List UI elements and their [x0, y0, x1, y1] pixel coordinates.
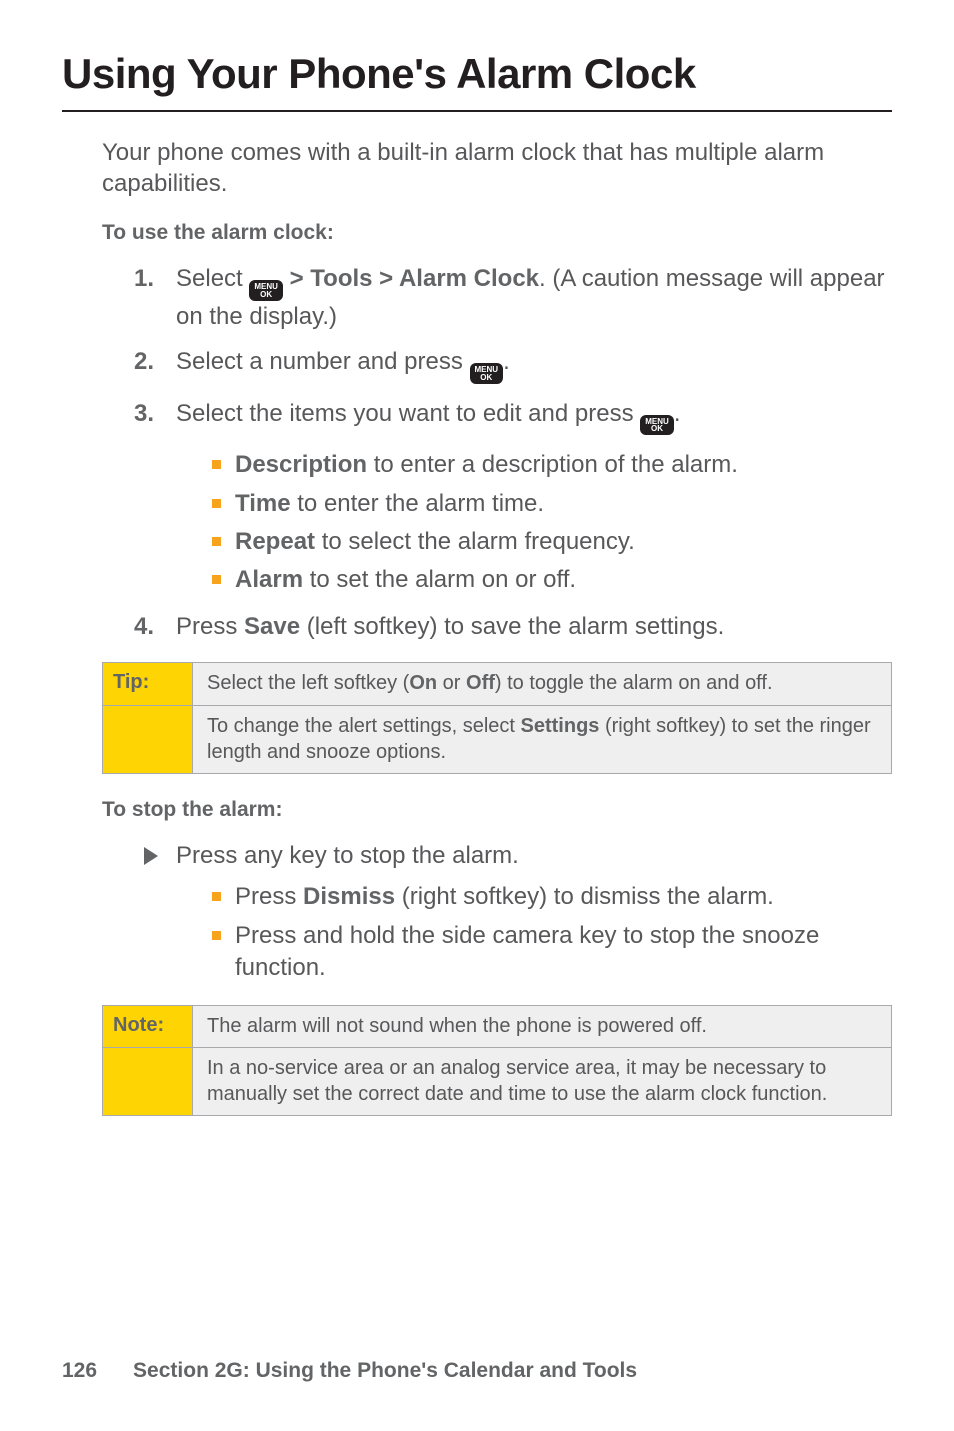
bullet-text: to select the alarm frequency. [315, 528, 635, 555]
list-item: Alarm to set the alarm on or off. [212, 564, 892, 596]
tip-callout: Tip: Select the left softkey (On or Off)… [102, 662, 892, 774]
note-text-1: The alarm will not sound when the phone … [193, 1006, 891, 1048]
step-number: 4. [134, 611, 176, 643]
stop-bullets: Press Dismiss (right softkey) to dismiss… [212, 881, 892, 984]
bullet-icon [212, 892, 221, 901]
tip-label: Tip: [103, 663, 193, 705]
tip-label-spacer [103, 706, 193, 773]
bullet-icon [212, 537, 221, 546]
note-label: Note: [103, 1006, 193, 1048]
step-tail: . [503, 348, 510, 375]
step-number: 3. [134, 398, 176, 435]
step-text: Select the items you want to edit and pr… [176, 400, 640, 427]
step-body: Select a number and press MENUOK. [176, 346, 892, 383]
tip-text-1: Select the left softkey (On or Off) to t… [193, 663, 891, 705]
note-text-2: In a no-service area or an analog servic… [193, 1048, 891, 1115]
list-item: Press Dismiss (right softkey) to dismiss… [212, 881, 892, 913]
bullet-text: to enter a description of the alarm. [367, 451, 738, 478]
bullet-bold: Dismiss [303, 883, 395, 910]
bullet-text: to set the alarm on or off. [303, 566, 576, 593]
bullet-icon [212, 499, 221, 508]
bullet-icon [212, 460, 221, 469]
subhead-stop: To stop the alarm: [102, 798, 892, 822]
bullet-text: Press and hold the side camera key to st… [235, 922, 819, 981]
triangle-arrow-icon [144, 847, 158, 865]
step-3: 3. Select the items you want to edit and… [134, 398, 892, 435]
list-item: Time to enter the alarm time. [212, 488, 892, 520]
note-callout: Note: The alarm will not sound when the … [102, 1005, 892, 1117]
menu-ok-key-icon: MENUOK [640, 415, 674, 435]
list-item: Repeat to select the alarm frequency. [212, 526, 892, 558]
arrow-step: Press any key to stop the alarm. [144, 840, 892, 871]
intro-text: Your phone comes with a built-in alarm c… [102, 138, 892, 199]
bullet-bold: Repeat [235, 528, 315, 555]
step-body: Press Save (left softkey) to save the al… [176, 611, 892, 643]
bullet-text: to enter the alarm time. [291, 490, 544, 517]
step-number: 1. [134, 263, 176, 332]
step-text: Select a number and press [176, 348, 470, 375]
step3-bullets: Description to enter a description of th… [212, 449, 892, 597]
step-1: 1. Select MENUOK > Tools > Alarm Clock. … [134, 263, 892, 332]
step-text: Press [176, 613, 244, 640]
section-label: Section 2G: Using the Phone's Calendar a… [133, 1359, 637, 1382]
tip-text-2: To change the alert settings, select Set… [193, 706, 891, 773]
step-4: 4. Press Save (left softkey) to save the… [134, 611, 892, 643]
bullet-icon [212, 931, 221, 940]
page-footer: 126 Section 2G: Using the Phone's Calenda… [62, 1359, 637, 1383]
arrow-step-text: Press any key to stop the alarm. [176, 840, 519, 871]
step-2: 2. Select a number and press MENUOK. [134, 346, 892, 383]
bullet-icon [212, 575, 221, 584]
step-tail: (left softkey) to save the alarm setting… [300, 613, 724, 640]
bullet-bold: Alarm [235, 566, 303, 593]
list-item: Description to enter a description of th… [212, 449, 892, 481]
page-title: Using Your Phone's Alarm Clock [62, 50, 892, 112]
menu-ok-key-icon: MENUOK [470, 363, 504, 383]
bullet-text: (right softkey) to dismiss the alarm. [395, 883, 774, 910]
bullet-text: Press [235, 883, 303, 910]
step-bold: Save [244, 613, 300, 640]
bullet-bold: Time [235, 490, 291, 517]
page-number: 126 [62, 1359, 97, 1382]
step-tail: . [674, 400, 681, 427]
note-label-spacer [103, 1048, 193, 1115]
step-text: Select [176, 265, 249, 292]
bullet-bold: Description [235, 451, 367, 478]
list-item: Press and hold the side camera key to st… [212, 920, 892, 985]
subhead-use: To use the alarm clock: [102, 221, 892, 245]
step-body: Select the items you want to edit and pr… [176, 398, 892, 435]
step-bold: > Tools > Alarm Clock [283, 265, 539, 292]
step-body: Select MENUOK > Tools > Alarm Clock. (A … [176, 263, 892, 332]
step-number: 2. [134, 346, 176, 383]
menu-ok-key-icon: MENUOK [249, 280, 283, 300]
